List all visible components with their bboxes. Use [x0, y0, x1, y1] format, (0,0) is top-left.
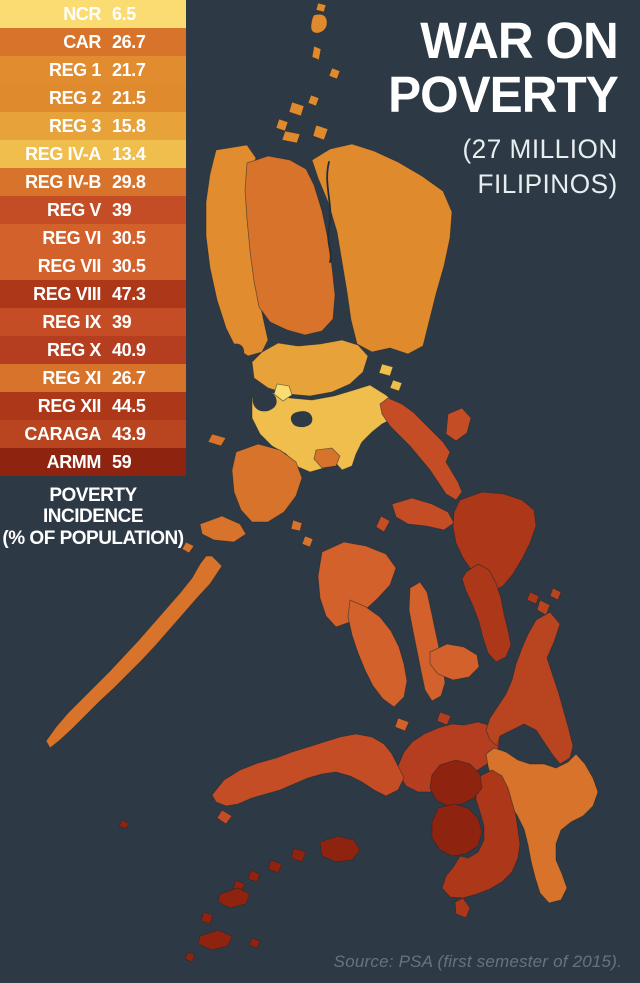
legend-region-value: 6.5 [112, 3, 136, 24]
legend-region-label: NCR [63, 3, 101, 24]
legend-region-value: 26.7 [112, 31, 146, 52]
map-region-2 [275, 2, 453, 355]
legend-region-label: REG IV-A [25, 143, 101, 164]
legend-region-label: CARAGA [24, 423, 101, 444]
page-subtitle: (27 MILLION FILIPINOS) [388, 132, 618, 202]
map-region-ncr [273, 383, 293, 402]
map-region-armm [118, 759, 483, 963]
legend-row: REG XI 26.7 [0, 364, 186, 392]
legend-region-value: 40.9 [112, 339, 146, 360]
legend-heading-line1: POVERTY INCIDENCE [42, 485, 144, 528]
legend-rows: NCR 6.5 CAR 26.7 REG 1 21.7 REG 2 21.5 R… [0, 0, 186, 476]
page-subtitle-line2: FILIPINOS) [477, 169, 618, 200]
legend-region-label: REG 2 [48, 87, 101, 108]
legend: NCR 6.5 CAR 26.7 REG 1 21.7 REG 2 21.5 R… [0, 0, 186, 549]
legend-row: REG 1 21.7 [0, 56, 186, 84]
legend-row: REG VII 30.5 [0, 252, 186, 280]
map-region-6 [317, 541, 408, 708]
source-attribution: Source: PSA (first semester of 2015). [333, 952, 622, 971]
legend-region-label: REG V [46, 199, 101, 220]
page-subtitle-line1: (27 MILLION [462, 134, 618, 165]
legend-row: REG 2 21.5 [0, 84, 186, 112]
map-sea-cutouts [226, 343, 376, 454]
legend-row: REG VIII 47.3 [0, 280, 186, 308]
map-region-5 [375, 397, 472, 533]
legend-heading: POVERTY INCIDENCE (% OF POPULATION) [0, 485, 186, 549]
map-region-8 [452, 491, 540, 663]
legend-row: REG X 40.9 [0, 336, 186, 364]
legend-region-label: REG 3 [48, 115, 101, 136]
legend-heading-line2: (% OF POPULATION) [2, 527, 184, 549]
legend-region-label: REG 1 [48, 59, 101, 80]
map-region-4a [251, 363, 403, 473]
legend-row: REG 3 15.8 [0, 112, 186, 140]
legend-row: ARMM 59 [0, 448, 186, 476]
legend-row: REG XII 44.5 [0, 392, 186, 420]
legend-region-label: REG VII [37, 255, 102, 276]
legend-region-label: REG X [46, 339, 101, 360]
map-region-4b [45, 433, 341, 749]
legend-region-label: REG IX [42, 311, 101, 332]
legend-region-value: 15.8 [112, 115, 146, 136]
legend-region-label: REG VI [42, 227, 101, 248]
legend-region-label: REG IV-B [25, 171, 101, 192]
legend-region-value: 39 [112, 311, 132, 332]
legend-row: CARAGA 43.9 [0, 420, 186, 448]
legend-row: NCR 6.5 [0, 0, 186, 28]
legend-region-label: CAR [63, 31, 101, 52]
legend-region-label: ARMM [46, 451, 102, 472]
map-region-car [244, 155, 336, 336]
legend-row: REG V 39 [0, 196, 186, 224]
legend-region-value: 44.5 [112, 395, 146, 416]
legend-region-value: 26.7 [112, 367, 146, 388]
map-region-12 [441, 769, 521, 919]
legend-region-value: 13.4 [112, 143, 146, 164]
map-region-11 [485, 747, 599, 904]
legend-region-value: 39 [112, 199, 132, 220]
legend-row: CAR 26.7 [0, 28, 186, 56]
title-block: WAR ON POVERTY (27 MILLION FILIPINOS) [388, 12, 619, 202]
legend-region-label: REG XII [37, 395, 102, 416]
legend-region-label: REG VIII [33, 283, 101, 304]
legend-region-value: 21.7 [112, 59, 146, 80]
legend-row: REG VI 30.5 [0, 224, 186, 252]
map-region-9 [211, 733, 405, 825]
legend-region-value: 21.5 [112, 87, 146, 108]
page-title-line1: WAR ON [420, 12, 619, 69]
legend-region-value: 30.5 [112, 227, 146, 248]
map-region-7 [394, 581, 480, 732]
legend-region-value: 47.3 [112, 283, 146, 304]
legend-region-value: 30.5 [112, 255, 146, 276]
legend-region-value: 29.8 [112, 171, 146, 192]
legend-region-label: REG XI [42, 367, 101, 388]
legend-row: REG IX 39 [0, 308, 186, 336]
legend-row: REG IV-B 29.8 [0, 168, 186, 196]
map-region-caraga [485, 587, 574, 765]
legend-region-value: 59 [112, 451, 132, 472]
legend-region-value: 43.9 [112, 423, 146, 444]
legend-row: REG IV-A 13.4 [0, 140, 186, 168]
page-title-line2: POVERTY [388, 66, 619, 124]
map-region-3 [251, 339, 369, 397]
